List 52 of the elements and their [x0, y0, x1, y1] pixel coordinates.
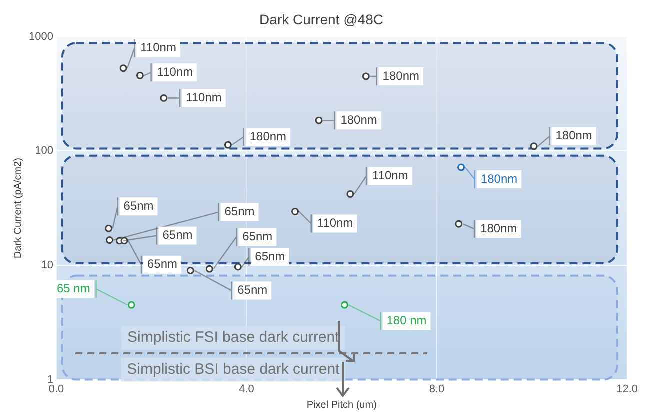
annotation: 65nm — [124, 198, 154, 213]
annotation: Simplistic FSI base dark current — [128, 328, 340, 346]
annotation: 65nm — [224, 204, 255, 219]
annotation: 180 nm — [386, 313, 427, 328]
annotation: 65nm — [147, 257, 178, 272]
annotation: 180nm — [340, 112, 378, 127]
x-tick-label: 0.0 — [48, 383, 64, 396]
y-axis-title: Dark Current (pA/cm2) — [12, 158, 24, 259]
annotation: 180nm — [480, 172, 518, 186]
y-tick-label: 1000 — [28, 30, 54, 43]
x-tick-label: 4.0 — [239, 383, 254, 396]
annotation: 65nm — [162, 228, 193, 242]
annotation: 180nm — [480, 221, 518, 236]
annotation: 110nm — [157, 64, 194, 79]
point — [530, 142, 538, 150]
point — [120, 237, 128, 245]
annotation: 180nm — [556, 128, 592, 143]
point — [458, 164, 466, 172]
point — [315, 116, 323, 124]
annotation: 65nm — [255, 249, 286, 264]
annotation: 110nm — [140, 40, 176, 55]
point — [234, 263, 242, 271]
annotation: 110nm — [372, 168, 408, 183]
annotation: 180nm — [250, 129, 287, 144]
y-tick-label: 10 — [41, 260, 54, 272]
x-tick-label: 12.0 — [616, 383, 638, 396]
y-tick-label: 100 — [35, 145, 54, 158]
x-axis-title: Pixel Pitch (um) — [306, 400, 377, 411]
point — [160, 94, 168, 102]
point — [206, 265, 214, 273]
point — [224, 141, 232, 149]
x-tick-label: 8.0 — [429, 383, 445, 396]
point — [128, 301, 136, 309]
annotation: 110nm — [186, 90, 222, 105]
annotation: 65nm — [242, 229, 273, 244]
chart-title: Dark Current @48C — [260, 11, 384, 28]
annotation: 65 nm — [56, 281, 90, 296]
point — [346, 190, 354, 198]
point — [105, 224, 113, 232]
point — [136, 72, 144, 80]
point — [106, 236, 114, 244]
annotation: 65nm — [238, 283, 268, 298]
point — [120, 64, 128, 72]
point — [340, 301, 348, 309]
point — [362, 72, 370, 80]
y-tick-label: 1 — [47, 374, 54, 386]
annotation: Simplistic BSI base dark current — [127, 360, 341, 378]
point — [455, 220, 463, 228]
annotation: 110nm — [317, 216, 354, 230]
point — [292, 208, 300, 216]
point — [186, 266, 194, 274]
annotation: 180nm — [382, 68, 420, 83]
